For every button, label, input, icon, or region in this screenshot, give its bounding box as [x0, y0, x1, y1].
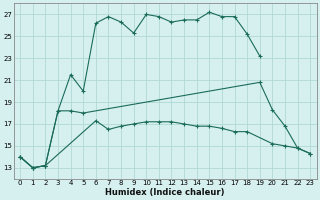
X-axis label: Humidex (Indice chaleur): Humidex (Indice chaleur) [106, 188, 225, 197]
